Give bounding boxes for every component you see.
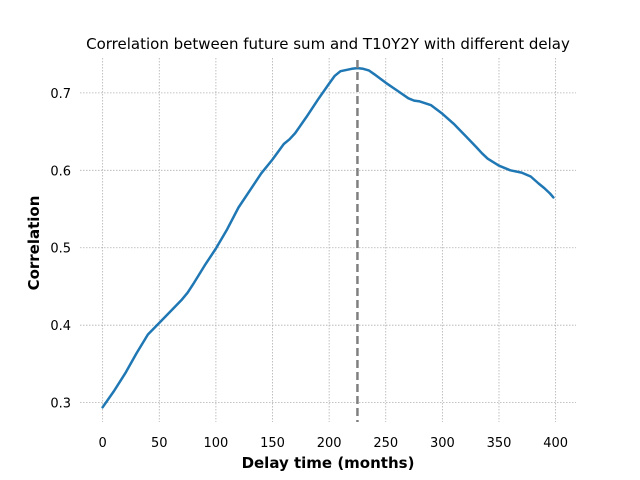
x-axis-label: Delay time (months) bbox=[242, 454, 415, 472]
series-line bbox=[101, 66, 555, 409]
y-axis-label: Correlation bbox=[25, 196, 43, 291]
chart-title: Correlation between future sum and T10Y2… bbox=[86, 35, 570, 53]
x-tick-label: 250 bbox=[373, 436, 398, 451]
x-tick-label: 300 bbox=[430, 436, 455, 451]
x-tick-label: 150 bbox=[260, 436, 285, 451]
y-axis-ticks: 0.3 0.4 0.5 0.6 0.7 bbox=[50, 87, 71, 412]
x-tick-label: 200 bbox=[317, 436, 342, 451]
x-tick-label: 50 bbox=[151, 436, 168, 451]
x-tick-label: 350 bbox=[487, 436, 512, 451]
plot-lines bbox=[101, 60, 555, 422]
x-tick-label: 100 bbox=[203, 436, 228, 451]
y-tick-label: 0.6 bbox=[50, 164, 71, 179]
x-axis-ticks: 0 50 100 150 200 250 300 350 400 bbox=[99, 436, 569, 451]
y-tick-label: 0.4 bbox=[50, 319, 71, 334]
x-tick-label: 0 bbox=[99, 436, 107, 451]
grid bbox=[80, 58, 576, 422]
x-tick-label: 400 bbox=[543, 436, 568, 451]
y-tick-label: 0.7 bbox=[50, 87, 71, 102]
y-tick-label: 0.3 bbox=[50, 397, 71, 412]
y-tick-label: 0.5 bbox=[50, 242, 71, 257]
